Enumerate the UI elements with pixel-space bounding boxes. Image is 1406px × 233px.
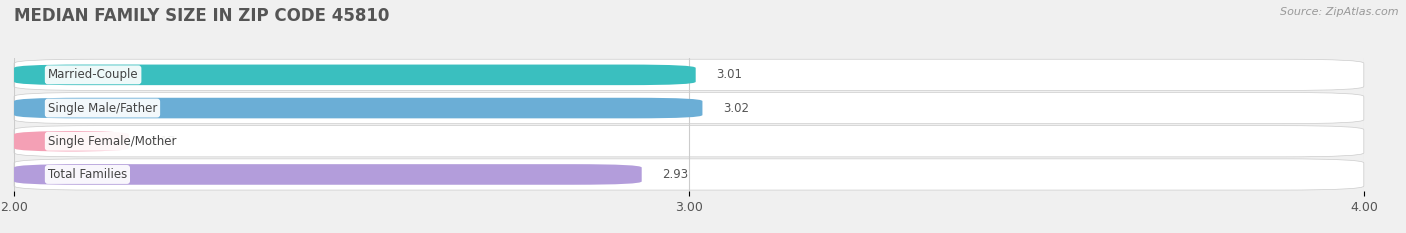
FancyBboxPatch shape xyxy=(14,98,703,118)
Text: Single Female/Mother: Single Female/Mother xyxy=(48,135,176,148)
Text: 3.02: 3.02 xyxy=(723,102,748,115)
FancyBboxPatch shape xyxy=(14,164,641,185)
Text: 3.01: 3.01 xyxy=(716,68,742,81)
Text: Single Male/Father: Single Male/Father xyxy=(48,102,157,115)
Text: 2.93: 2.93 xyxy=(662,168,688,181)
Text: MEDIAN FAMILY SIZE IN ZIP CODE 45810: MEDIAN FAMILY SIZE IN ZIP CODE 45810 xyxy=(14,7,389,25)
Text: Source: ZipAtlas.com: Source: ZipAtlas.com xyxy=(1281,7,1399,17)
FancyBboxPatch shape xyxy=(14,131,129,151)
Text: 2.17: 2.17 xyxy=(149,135,176,148)
FancyBboxPatch shape xyxy=(14,126,1364,157)
Text: Married-Couple: Married-Couple xyxy=(48,68,138,81)
FancyBboxPatch shape xyxy=(14,93,1364,124)
FancyBboxPatch shape xyxy=(14,159,1364,190)
FancyBboxPatch shape xyxy=(14,65,696,85)
FancyBboxPatch shape xyxy=(14,59,1364,90)
Text: Total Families: Total Families xyxy=(48,168,127,181)
